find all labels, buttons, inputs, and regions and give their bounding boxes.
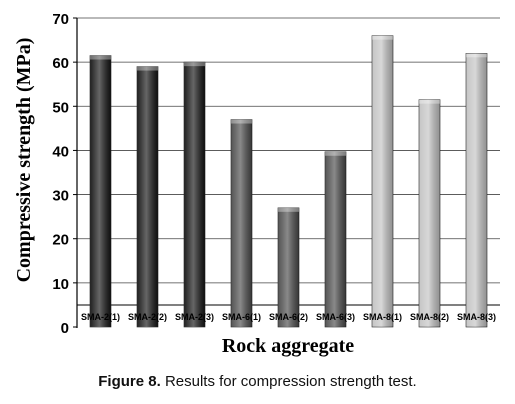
bar-shine bbox=[419, 99, 440, 328]
bar-cap bbox=[419, 99, 440, 104]
bar-cap bbox=[90, 55, 111, 60]
y-tick-label: 0 bbox=[61, 320, 69, 337]
y-tick-labels: 0 10 20 30 40 50 60 70 bbox=[52, 11, 77, 337]
bar bbox=[230, 119, 253, 328]
figure-label: Figure 8. bbox=[98, 373, 161, 390]
bar-shine bbox=[90, 55, 111, 328]
y-tick-label: 50 bbox=[52, 99, 69, 116]
bar-cap bbox=[231, 119, 252, 124]
bar-shine bbox=[466, 53, 487, 328]
bar bbox=[136, 66, 159, 328]
y-tick-label: 60 bbox=[52, 55, 69, 72]
x-tick-label: SMA-2(2) bbox=[128, 312, 167, 322]
x-tick-label: SMA-6(3) bbox=[316, 312, 355, 322]
bar-cap bbox=[278, 207, 299, 212]
bar-shine bbox=[325, 151, 346, 327]
figure-caption: Figure 8. Results for compression streng… bbox=[0, 373, 515, 390]
y-tick-label: 30 bbox=[52, 188, 69, 205]
bar bbox=[183, 61, 206, 328]
bar-cap bbox=[372, 35, 393, 40]
x-tick-label: SMA-6(2) bbox=[269, 312, 308, 322]
bar bbox=[277, 207, 300, 328]
x-tick-label: SMA-8(3) bbox=[457, 312, 496, 322]
x-tick-label: SMA-8(2) bbox=[410, 312, 449, 322]
x-tick-label: SMA-8(1) bbox=[363, 312, 402, 322]
y-axis-label: Compressive strength (MPa) bbox=[13, 38, 35, 283]
figure-caption-text: Results for compression strength test. bbox=[164, 373, 417, 390]
x-tick-label: SMA-6(1) bbox=[222, 312, 261, 322]
x-axis-label: Rock aggregate bbox=[222, 335, 354, 357]
bar-chart: 0 10 20 30 40 50 60 70 SMA-2(1) SMA-2(2) SMA-2(3)… bbox=[13, 11, 500, 357]
y-tick-label: 70 bbox=[52, 11, 69, 28]
bar-cap bbox=[137, 66, 158, 71]
bar-cap bbox=[184, 62, 205, 67]
x-tick-label: SMA-2(3) bbox=[175, 312, 214, 322]
y-tick-label: 40 bbox=[52, 143, 69, 160]
bars bbox=[89, 35, 488, 328]
bar bbox=[418, 99, 441, 328]
y-tick-label: 20 bbox=[52, 232, 69, 249]
bar-shine bbox=[231, 119, 252, 328]
bar bbox=[324, 151, 347, 328]
bar-shine bbox=[184, 62, 205, 328]
bar-shine bbox=[137, 66, 158, 328]
x-tick-labels: SMA-2(1) SMA-2(2) SMA-2(3) SMA-6(1) SMA-6(2)… bbox=[81, 312, 496, 322]
bar-cap bbox=[325, 151, 346, 156]
bar-shine bbox=[278, 207, 299, 327]
bar bbox=[89, 55, 112, 328]
bar-cap bbox=[466, 53, 487, 58]
y-tick-label: 10 bbox=[52, 276, 69, 293]
bar-shine bbox=[372, 35, 393, 328]
x-tick-label: SMA-2(1) bbox=[81, 312, 120, 322]
bar bbox=[465, 53, 488, 328]
bar bbox=[371, 35, 394, 328]
